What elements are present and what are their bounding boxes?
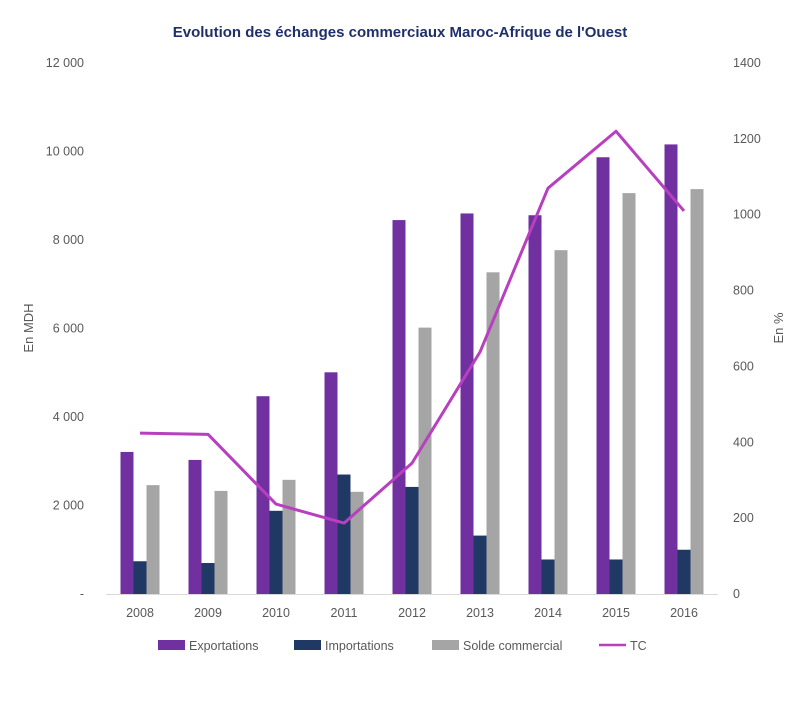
- legend-swatch: [158, 640, 185, 650]
- bar-importations-2014: [541, 559, 555, 594]
- y-tick-left: 10 000: [46, 145, 84, 159]
- y-tick-left: -: [80, 587, 84, 601]
- x-tick: 2015: [602, 606, 630, 620]
- legend: Exportations Importations Solde commercial…: [158, 639, 647, 653]
- y-tick-right: 1200: [733, 132, 761, 146]
- y-tick-left: 4 000: [53, 410, 84, 424]
- bar-importations-2008: [133, 561, 147, 594]
- bar-exportations-2015: [596, 157, 610, 594]
- legend-item-importations: Importations: [294, 639, 394, 653]
- bar-solde-commercial-2013: [486, 272, 500, 594]
- y-axis-right: 0 200 400 600 800 1000 1200 1400: [733, 56, 761, 601]
- bar-exportations-2012: [392, 220, 406, 594]
- legend-item-tc: TC: [599, 639, 647, 653]
- bar-solde-commercial-2011: [350, 491, 364, 594]
- x-axis: 2008 2009 2010 2011 2012 2013 2014 2015 2016: [126, 606, 698, 620]
- legend-item-solde-commercial: Solde commercial: [432, 639, 562, 653]
- legend-label: Solde commercial: [463, 639, 562, 653]
- y-axis-label-left: En MDH: [21, 303, 36, 352]
- y-tick-right: 800: [733, 284, 754, 298]
- y-tick-left: 12 000: [46, 56, 84, 70]
- bar-solde-commercial-2016: [690, 189, 704, 595]
- y-tick-right: 1000: [733, 208, 761, 222]
- x-tick: 2012: [398, 606, 426, 620]
- x-tick: 2010: [262, 606, 290, 620]
- bar-solde-commercial-2014: [554, 250, 568, 595]
- bar-exportations-2009: [188, 459, 202, 594]
- bar-importations-2009: [201, 563, 215, 594]
- legend-label: Exportations: [189, 639, 258, 653]
- y-tick-right: 400: [733, 435, 754, 449]
- bar-solde-commercial-2008: [146, 485, 160, 594]
- bar-solde-commercial-2009: [214, 490, 228, 594]
- bar-exportations-2014: [528, 215, 542, 594]
- x-tick: 2008: [126, 606, 154, 620]
- bar-exportations-2016: [664, 144, 678, 595]
- bar-importations-2016: [677, 549, 691, 594]
- legend-label: TC: [630, 639, 647, 653]
- chart-title: Evolution des échanges commerciaux Maroc…: [173, 24, 628, 41]
- y-tick-right: 0: [733, 587, 740, 601]
- bar-exportations-2011: [324, 372, 338, 594]
- bar-solde-commercial-2010: [282, 479, 296, 594]
- bar-importations-2011: [337, 474, 351, 594]
- tc-line-group: [139, 129, 686, 525]
- legend-swatch: [432, 640, 459, 650]
- y-tick-left: 6 000: [53, 322, 84, 336]
- x-tick: 2014: [534, 606, 562, 620]
- legend-item-exportations: Exportations: [158, 639, 258, 653]
- x-tick: 2013: [466, 606, 494, 620]
- y-tick-right: 200: [733, 511, 754, 525]
- bar-importations-2010: [269, 510, 283, 594]
- x-tick: 2011: [331, 606, 358, 620]
- bar-importations-2012: [405, 486, 419, 594]
- bar-importations-2013: [473, 535, 487, 594]
- legend-swatch: [294, 640, 321, 650]
- bar-importations-2015: [609, 559, 623, 594]
- y-axis-label-right: En %: [771, 312, 786, 344]
- y-tick-right: 1400: [733, 56, 761, 70]
- bars-group: [120, 144, 704, 595]
- bar-solde-commercial-2015: [622, 193, 636, 594]
- y-tick-left: 8 000: [53, 233, 84, 247]
- y-axis-left: - 2 000 4 000 6 000 8 000 10 000 12 000: [46, 56, 84, 601]
- bar-exportations-2008: [120, 451, 134, 594]
- bar-solde-commercial-2012: [418, 327, 432, 594]
- bar-exportations-2013: [460, 213, 474, 594]
- y-tick-right: 600: [733, 359, 754, 373]
- x-tick: 2009: [194, 606, 222, 620]
- x-tick: 2016: [670, 606, 698, 620]
- bar-exportations-2010: [256, 396, 270, 594]
- y-tick-left: 2 000: [53, 499, 84, 513]
- legend-label: Importations: [325, 639, 394, 653]
